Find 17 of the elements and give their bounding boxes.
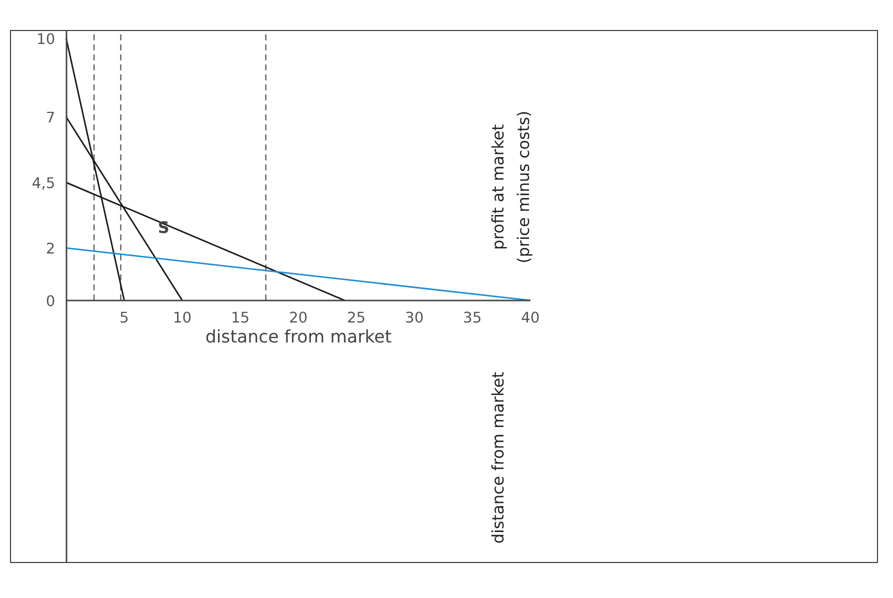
- annotation: S: [158, 218, 170, 238]
- y-tick-label: 0: [46, 292, 56, 310]
- y-tick-label: 2: [46, 240, 56, 258]
- x-tick-label: 40: [521, 309, 540, 326]
- x-tick-label: 10: [172, 309, 192, 326]
- y-tick-label: 4,5: [32, 175, 56, 192]
- x-tick-label: 35: [463, 309, 482, 326]
- x-tick-label: 5: [120, 309, 129, 326]
- annotation: distance from market: [488, 372, 508, 544]
- x-tick-label: 30: [405, 309, 424, 326]
- x-axis-title: distance from market: [205, 328, 392, 348]
- x-tick-label: 20: [288, 309, 308, 326]
- x-tick-label: 15: [230, 309, 250, 326]
- y-tick-label: 7: [46, 109, 56, 126]
- y-tick-label: 10: [36, 30, 56, 48]
- x-tick-label: 25: [346, 309, 366, 326]
- y-axis-title: profit at market (price minus costs): [488, 110, 533, 264]
